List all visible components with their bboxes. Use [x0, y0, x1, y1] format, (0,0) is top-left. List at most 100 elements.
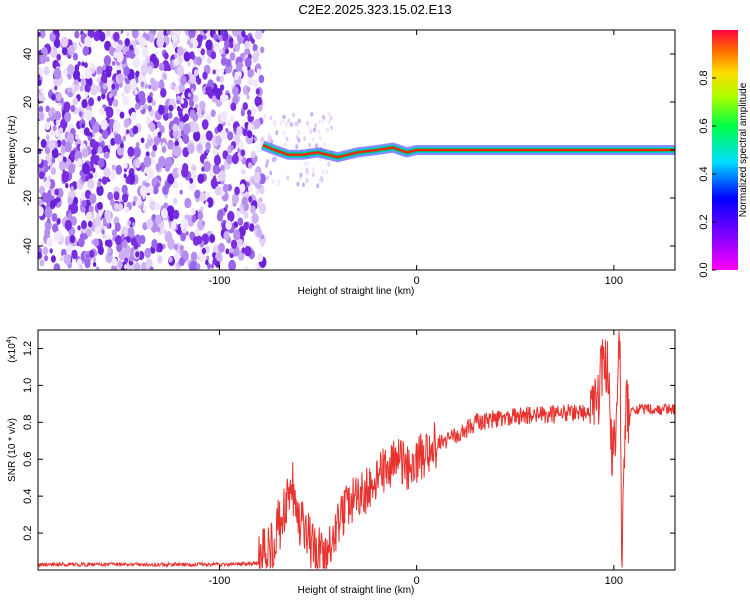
noise-speckle: [320, 175, 323, 181]
noise-speckle: [90, 84, 98, 96]
y-tick-label: 1.0: [22, 378, 34, 393]
noise-speckle: [237, 217, 244, 226]
noise-speckle: [129, 44, 134, 51]
noise-speckle: [111, 60, 116, 66]
noise-speckle: [124, 38, 131, 47]
noise-speckle: [49, 200, 56, 209]
noise-speckle: [177, 65, 185, 77]
noise-speckle: [108, 144, 112, 149]
noise-speckle: [68, 212, 73, 219]
noise-speckle: [260, 136, 265, 143]
noise-speckle: [111, 164, 116, 171]
noise-speckle: [40, 139, 47, 148]
colorbar-tick-label: 0.2: [698, 214, 710, 229]
noise-speckle: [314, 123, 318, 128]
noise-speckle: [130, 111, 137, 121]
noise-speckle: [124, 84, 131, 94]
noise-speckle: [234, 43, 241, 52]
snr-multiplier: (x104): [6, 336, 18, 363]
noise-speckle: [127, 220, 132, 226]
noise-speckle: [44, 206, 53, 218]
noise-speckle: [96, 266, 100, 270]
noise-speckle: [103, 55, 112, 67]
noise-speckle: [312, 167, 316, 173]
chart-title: C2E2.2025.323.15.02.E13: [298, 2, 451, 17]
noise-speckle: [88, 97, 95, 107]
noise-speckle: [219, 75, 225, 83]
noise-speckle: [220, 111, 228, 123]
noise-speckle: [295, 144, 299, 150]
noise-speckle: [155, 163, 161, 171]
noise-speckle: [82, 46, 90, 56]
noise-speckle: [225, 220, 232, 231]
noise-speckle: [81, 123, 85, 129]
noise-speckle: [292, 112, 296, 118]
noise-speckle: [68, 164, 76, 174]
noise-speckle: [72, 52, 78, 61]
noise-speckle: [162, 184, 169, 196]
noise-speckle: [251, 213, 259, 224]
noise-speckle: [93, 238, 99, 247]
noise-speckle: [67, 44, 75, 56]
noise-speckle: [247, 162, 253, 169]
noise-speckle: [327, 161, 331, 167]
noise-speckle: [125, 176, 131, 184]
noise-speckle: [168, 112, 173, 119]
y-tick-label: 0: [22, 147, 34, 153]
noise-speckle: [187, 92, 192, 98]
noise-speckle: [141, 46, 149, 58]
noise-speckle: [229, 42, 234, 49]
noise-speckle: [167, 238, 175, 250]
noise-speckle: [187, 62, 191, 67]
noise-speckle: [94, 251, 98, 256]
noise-speckle: [220, 68, 225, 74]
noise-speckle: [115, 107, 121, 115]
noise-speckle: [84, 109, 93, 121]
noise-speckle: [219, 48, 224, 55]
noise-speckle: [49, 248, 53, 254]
noise-speckle: [296, 181, 300, 187]
noise-speckle: [145, 187, 151, 194]
noise-speckle: [220, 129, 227, 141]
noise-speckle: [54, 110, 62, 121]
noise-speckle: [47, 217, 51, 224]
noise-speckle: [122, 135, 127, 142]
noise-speckle: [243, 211, 249, 219]
noise-speckle: [67, 196, 73, 204]
noise-speckle: [212, 148, 218, 157]
noise-speckle: [161, 146, 167, 153]
noise-speckle: [98, 209, 103, 217]
colorbar-ticks: 0.0 0.2 0.4 0.6 0.8: [698, 70, 716, 278]
noise-speckle: [285, 136, 289, 142]
noise-speckle: [270, 139, 274, 145]
noise-speckle: [133, 146, 141, 158]
noise-speckle: [101, 176, 108, 185]
noise-speckle: [183, 123, 191, 135]
noise-speckle: [256, 228, 263, 238]
noise-speckle: [91, 148, 97, 157]
noise-speckle: [174, 140, 179, 148]
noise-speckle: [178, 120, 185, 130]
noise-speckle: [273, 122, 277, 128]
noise-speckle: [151, 100, 156, 107]
noise-speckle: [232, 86, 239, 97]
noise-speckle: [38, 252, 42, 259]
noise-speckle: [145, 177, 150, 184]
noise-speckle: [314, 143, 318, 149]
noise-speckle: [194, 189, 201, 199]
noise-speckle: [118, 250, 126, 261]
noise-speckle: [145, 142, 150, 150]
noise-speckle: [160, 208, 168, 219]
snr-multiplier-base: (x10: [7, 343, 18, 363]
noise-speckle: [142, 205, 147, 212]
noise-speckle: [139, 104, 144, 111]
noise-speckle: [201, 166, 205, 172]
noise-speckle: [253, 50, 260, 59]
noise-speckle: [239, 183, 246, 193]
noise-speckle: [38, 74, 41, 79]
noise-speckle: [149, 92, 153, 98]
noise-speckle: [242, 128, 248, 137]
noise-speckle: [192, 122, 200, 133]
noise-speckle: [193, 94, 199, 103]
noise-speckle: [308, 142, 312, 148]
